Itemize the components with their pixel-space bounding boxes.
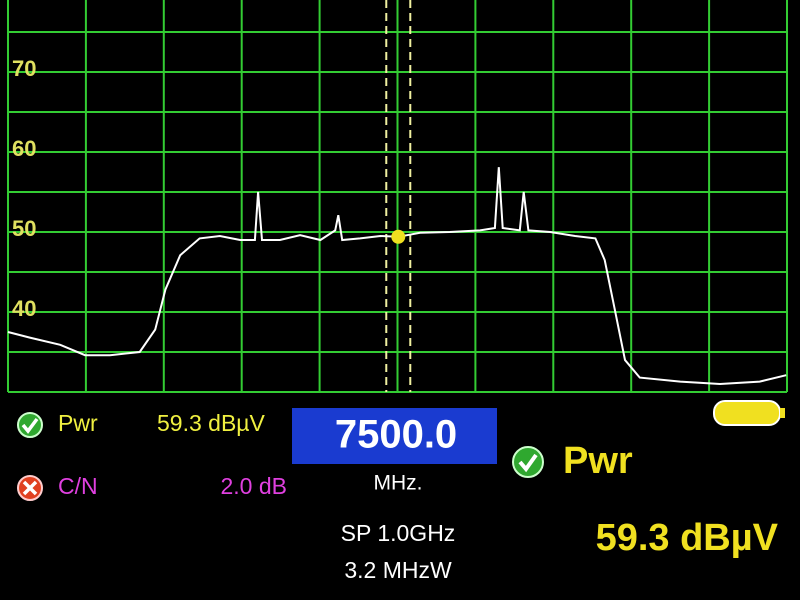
frequency-box [292, 408, 497, 464]
pwr-value: 59.3 dBµV [157, 410, 266, 436]
y-tick-label: 40 [12, 296, 36, 321]
cn-label: C/N [58, 473, 98, 499]
plot: 40 50 60 70 80 [7, 0, 788, 393]
readout-pwr: Pwr 59.3 dBµV [17, 410, 266, 438]
frequency: 7500.0 [335, 413, 457, 457]
big-pwr-value: 59.3 dBµV [596, 517, 779, 559]
readout-cn: C/N 2.0 dB [17, 473, 288, 501]
battery-tip [780, 408, 785, 418]
rbw: 3.2 MHzW [344, 557, 452, 583]
check-mark [21, 417, 39, 434]
y-tick-label: 70 [12, 56, 36, 81]
frequency-unit: MHz. [374, 472, 423, 495]
cross-mark [22, 480, 38, 496]
battery-icon [713, 400, 781, 426]
y-tick-label: 60 [12, 136, 36, 161]
marker [391, 229, 406, 244]
big-pwr-label: Pwr [563, 440, 633, 482]
check-mark-large [518, 453, 538, 473]
pwr-label: Pwr [58, 410, 98, 436]
y-tick-label: 50 [12, 216, 36, 241]
ok-icon-large [512, 446, 544, 478]
cn-value: 2.0 dB [221, 473, 288, 499]
y-tick-label: 80 [12, 0, 36, 1]
span: SP 1.0GHz [341, 520, 456, 546]
ok-icon [17, 412, 43, 438]
trace [7, 167, 787, 386]
